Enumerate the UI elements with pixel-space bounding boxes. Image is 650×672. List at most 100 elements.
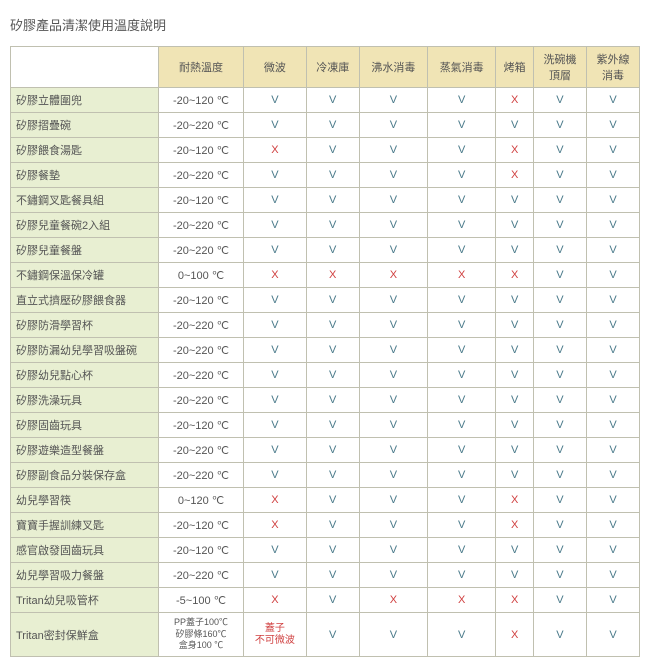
cell-value: X [496,513,534,538]
product-name: 不鏽鋼保溫保冷罐 [11,263,159,288]
cell-value: X [244,513,307,538]
cell-value: V [428,463,496,488]
cell-value: V [496,338,534,363]
cell-value: V [359,138,427,163]
temp-range: -20~220 ℃ [159,313,244,338]
cell-value: V [586,288,639,313]
cell-value: V [533,213,586,238]
cell-value: V [496,413,534,438]
cell-value: V [586,138,639,163]
page-title: 矽膠產品清潔使用溫度說明 [10,15,640,34]
cell-value: V [244,113,307,138]
temp-range: -20~120 ℃ [159,513,244,538]
cell-value: X [428,263,496,288]
product-name: 寶寶手握訓練叉匙 [11,513,159,538]
cell-value: V [586,463,639,488]
cell-value: V [359,513,427,538]
cell-value: V [533,163,586,188]
cell-value: V [306,513,359,538]
cell-value: V [586,488,639,513]
cell-value: V [306,338,359,363]
cell-value: V [306,238,359,263]
cell-value: V [359,88,427,113]
cell-value: V [586,338,639,363]
cell-value: V [496,438,534,463]
cell-value: V [359,363,427,388]
cell-value: V [359,413,427,438]
cell-value: V [428,238,496,263]
cell-value: V [533,588,586,613]
cell-value: V [428,338,496,363]
product-table: 耐熱溫度微波冷凍庫沸水消毒蒸氣消毒烤箱洗碗機頂層紫外線消毒 矽膠立體圍兜-20~… [10,46,640,657]
table-row: 幼兒學習筷0~120 ℃XVVVXVV [11,488,640,513]
cell-value: V [306,413,359,438]
cell-value: V [306,313,359,338]
product-name: 矽膠兒童餐盤 [11,238,159,263]
cell-value: V [428,313,496,338]
cell-value: V [244,563,307,588]
cell-value: V [244,438,307,463]
cell-value: V [359,313,427,338]
cell-value: V [496,388,534,413]
column-header: 烤箱 [496,47,534,88]
cell-value: V [496,188,534,213]
product-name: 幼兒學習吸力餐盤 [11,563,159,588]
cell-value: V [533,363,586,388]
cell-value: V [244,388,307,413]
table-row: 不鏽鋼保溫保冷罐0~100 ℃XXXXXVV [11,263,640,288]
table-row: 矽膠餐墊-20~220 ℃VVVVXVV [11,163,640,188]
cell-value: V [496,463,534,488]
cell-value: V [533,88,586,113]
column-header: 冷凍庫 [306,47,359,88]
table-row: 矽膠立體圍兜-20~120 ℃VVVVXVV [11,88,640,113]
table-header: 耐熱溫度微波冷凍庫沸水消毒蒸氣消毒烤箱洗碗機頂層紫外線消毒 [11,47,640,88]
cell-value: V [586,313,639,338]
product-name: 矽膠遊樂造型餐盤 [11,438,159,463]
cell-value: V [359,388,427,413]
temp-range: -20~220 ℃ [159,388,244,413]
temp-range: -20~220 ℃ [159,113,244,138]
cell-value: V [533,238,586,263]
cell-value: V [359,113,427,138]
cell-value: V [244,538,307,563]
product-name: 不鏽鋼叉匙餐具組 [11,188,159,213]
cell-value: X [359,588,427,613]
temp-range: 0~100 ℃ [159,263,244,288]
cell-value: V [306,563,359,588]
cell-value: V [586,263,639,288]
cell-value: V [306,538,359,563]
cell-value: V [586,363,639,388]
cell-value: V [306,463,359,488]
cell-value: V [359,238,427,263]
product-name: 矽膠立體圍兜 [11,88,159,113]
cell-value: V [428,388,496,413]
cell-value: V [533,538,586,563]
temp-range: -20~120 ℃ [159,138,244,163]
cell-value: V [428,288,496,313]
cell-value: V [244,88,307,113]
cell-value: V [244,213,307,238]
cell-value: X [496,488,534,513]
cell-value: V [244,163,307,188]
table-row: 矽膠防漏幼兒學習吸盤碗-20~220 ℃VVVVVVV [11,338,640,363]
temp-range: -20~120 ℃ [159,88,244,113]
table-row: 矽膠摺疊碗-20~220 ℃VVVVVVV [11,113,640,138]
table-row: 矽膠兒童餐盤-20~220 ℃VVVVVVV [11,238,640,263]
temp-range: -20~120 ℃ [159,188,244,213]
header-corner [11,47,159,88]
temp-range: -20~120 ℃ [159,413,244,438]
cell-value: V [428,488,496,513]
cell-value: V [359,538,427,563]
cell-value: V [244,188,307,213]
cell-value: V [496,113,534,138]
cell-value: V [586,588,639,613]
cell-value: V [244,238,307,263]
table-row: 寶寶手握訓練叉匙-20~120 ℃XVVVXVV [11,513,640,538]
temp-range: -5~100 ℃ [159,588,244,613]
product-name: 直立式擠壓矽膠餵食器 [11,288,159,313]
cell-value: X [496,263,534,288]
cell-value: V [533,488,586,513]
cell-value: V [428,163,496,188]
cell-value: V [533,438,586,463]
cell-value: V [586,413,639,438]
